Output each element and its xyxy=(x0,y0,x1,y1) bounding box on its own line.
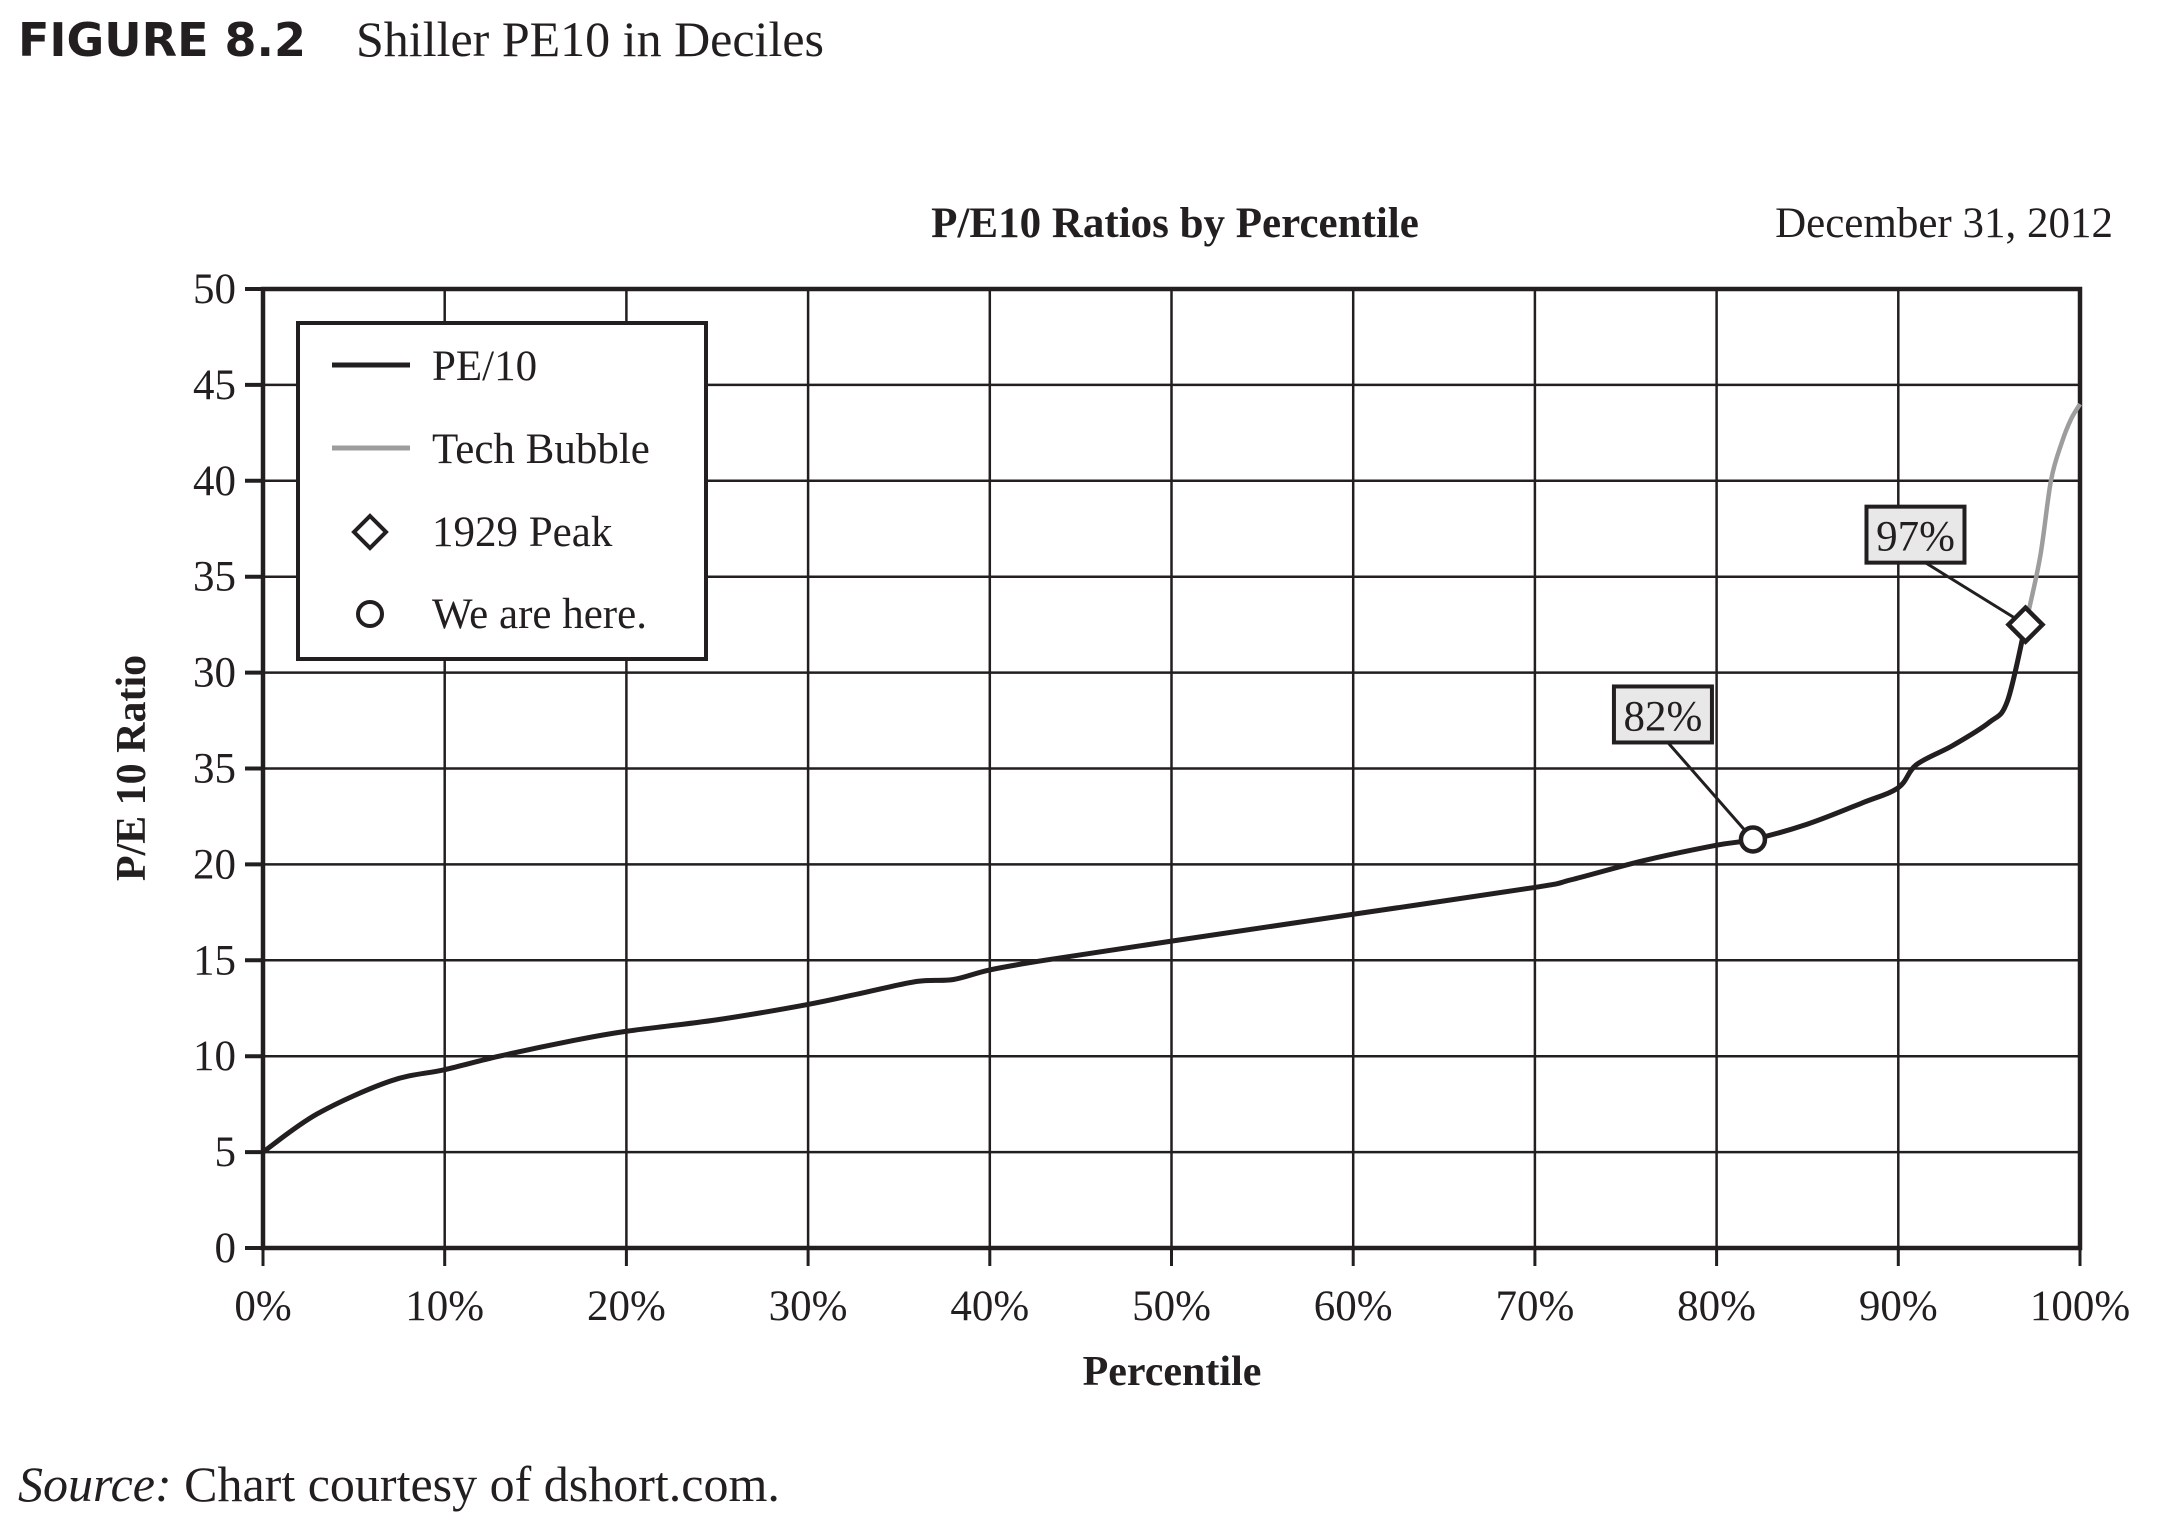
y-tick-label: 40 xyxy=(193,458,236,505)
x-axis-label: Percentile xyxy=(1083,1349,1262,1395)
x-tick-label: 100% xyxy=(2030,1283,2130,1330)
x-tick-label: 20% xyxy=(587,1283,666,1330)
series-line-tech-bubble xyxy=(2023,402,2082,626)
x-tick-label: 30% xyxy=(769,1283,848,1330)
legend-label-we-are-here: We are here. xyxy=(432,591,647,638)
chart-title: P/E10 Ratios by Percentile xyxy=(931,200,1419,247)
source-note: Source: Chart courtesy of dshort.com. xyxy=(18,1455,780,1513)
y-tick-label: 45 xyxy=(193,362,236,409)
x-tick-label: 50% xyxy=(1132,1283,1211,1330)
grid xyxy=(263,289,2080,1248)
legend-label-1929-peak: 1929 Peak xyxy=(432,509,613,556)
y-tick-label: 35 xyxy=(193,746,236,793)
x-tick-label: 80% xyxy=(1677,1283,1756,1330)
axes xyxy=(245,286,2083,1266)
x-tick-labels: 0% 10% 20% 30% 40% 50% 60% 70% 80% 90% 100% xyxy=(234,1283,2130,1330)
marker-1929-peak-diamond xyxy=(2005,604,2046,645)
y-tick-label: 0 xyxy=(215,1225,237,1272)
legend: PE/10 Tech Bubble 1929 Peak We are here. xyxy=(296,321,708,661)
callout-label: 97% xyxy=(1876,514,1955,561)
figure-title: Shiller PE10 in Deciles xyxy=(356,11,824,67)
legend-label-tech-bubble: Tech Bubble xyxy=(432,426,650,473)
callout-box xyxy=(1611,684,1714,745)
plot-frame xyxy=(260,286,2083,1251)
legend-diamond-icon xyxy=(351,513,389,551)
callout-box xyxy=(1864,504,1967,565)
x-tick-label: 90% xyxy=(1859,1283,1938,1330)
x-tick-label: 0% xyxy=(234,1283,291,1330)
marker-we-are-here-circle xyxy=(1738,825,1768,854)
y-tick-label: 10 xyxy=(193,1033,236,1080)
y-tick-label: 5 xyxy=(215,1129,237,1176)
series-group xyxy=(261,402,2082,1155)
y-tick-label: 35 xyxy=(193,554,236,601)
x-tick-label: 70% xyxy=(1495,1283,1574,1330)
legend-label-pe10: PE/10 xyxy=(432,343,537,390)
source-text: Chart courtesy of dshort.com. xyxy=(171,1456,780,1512)
y-tick-label: 20 xyxy=(193,841,236,888)
callout-label: 82% xyxy=(1624,693,1703,740)
y-tick-labels: 0 5 10 15 20 35 30 35 40 45 50 xyxy=(193,266,236,1272)
figure-number: FIGURE 8.2 xyxy=(18,13,306,67)
x-tick-label: 10% xyxy=(405,1283,484,1330)
chart-date: December 31, 2012 xyxy=(1775,200,2113,247)
y-tick-label: 50 xyxy=(193,266,236,313)
x-tick-label: 60% xyxy=(1314,1283,1393,1330)
callout-leader-line xyxy=(1924,561,2027,626)
source-label: Source: xyxy=(18,1456,172,1512)
legend-circle-icon xyxy=(356,600,384,628)
callout-leader-line xyxy=(1666,741,1755,841)
x-tick-label: 40% xyxy=(950,1283,1029,1330)
callouts: 97% 82% xyxy=(1611,504,2046,854)
y-tick-label: 30 xyxy=(193,650,236,697)
figure-heading: FIGURE 8.2 Shiller PE10 in Deciles xyxy=(18,10,824,68)
y-tick-label: 15 xyxy=(193,937,236,984)
series-line-pe-10 xyxy=(261,624,2028,1155)
y-axis-label: P/E 10 Ratio xyxy=(109,655,155,881)
